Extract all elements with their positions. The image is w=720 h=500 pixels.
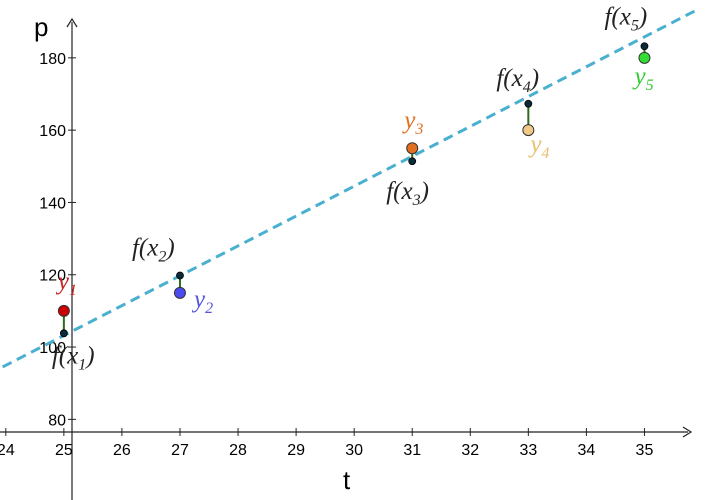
- y-axis-arrow: [66, 17, 78, 28]
- x-tick-label: 24: [0, 442, 15, 459]
- x-axis-label: t: [343, 465, 351, 495]
- observed-label: y1: [55, 268, 77, 299]
- y-tick-label: 180: [39, 51, 66, 68]
- observed-point: [406, 142, 419, 155]
- x-tick-label: 34: [577, 442, 595, 459]
- fitted-point: [59, 329, 68, 338]
- y-tick-label: 160: [39, 123, 66, 140]
- observed-label: y4: [527, 131, 549, 162]
- point-labels: y1 y2 y3 y4 y5 f(x1) f(x2) f(x3) f(x4) f(x5): [52, 3, 654, 373]
- observed-point: [173, 286, 186, 299]
- fitted-label: f(x5): [604, 3, 647, 34]
- fitted-label: f(x4): [496, 65, 539, 96]
- y-tick-label: 120: [39, 268, 66, 285]
- y-tick-label: 80: [48, 412, 66, 429]
- observed-label: y3: [401, 107, 423, 138]
- observed-label: y2: [191, 286, 213, 317]
- x-tick-label: 27: [171, 442, 189, 459]
- x-tick-label: 29: [287, 442, 305, 459]
- fitted-point: [640, 42, 649, 51]
- x-tick-label: 26: [113, 442, 131, 459]
- x-tick-label: 25: [55, 442, 73, 459]
- observed-point: [638, 51, 651, 64]
- regression-line: [0, 7, 701, 371]
- x-tick-label: 33: [519, 442, 537, 459]
- y-axis-label: p: [34, 12, 48, 42]
- x-tick-label: 30: [345, 442, 363, 459]
- x-axis-arrow: [682, 426, 693, 438]
- observed-label: y5: [631, 63, 653, 94]
- data-points: [57, 42, 651, 338]
- fitted-point: [408, 157, 417, 166]
- observed-point: [522, 124, 535, 137]
- x-tick-label: 35: [636, 442, 654, 459]
- fitted-label: f(x3): [386, 178, 429, 209]
- x-tick-label: 32: [461, 442, 479, 459]
- fitted-point: [524, 99, 533, 108]
- regression-line-group: [0, 7, 701, 371]
- x-tick-label: 31: [403, 442, 421, 459]
- fitted-label: f(x1): [52, 342, 95, 373]
- observed-point: [57, 304, 70, 317]
- fitted-point: [176, 271, 184, 280]
- fitted-label: f(x2): [132, 234, 175, 265]
- x-tick-label: 28: [229, 442, 247, 459]
- x-tick-labels: 24 25 26 27 28 29 30 31 32 33 34 35: [0, 428, 653, 459]
- y-tick-label: 140: [39, 195, 66, 212]
